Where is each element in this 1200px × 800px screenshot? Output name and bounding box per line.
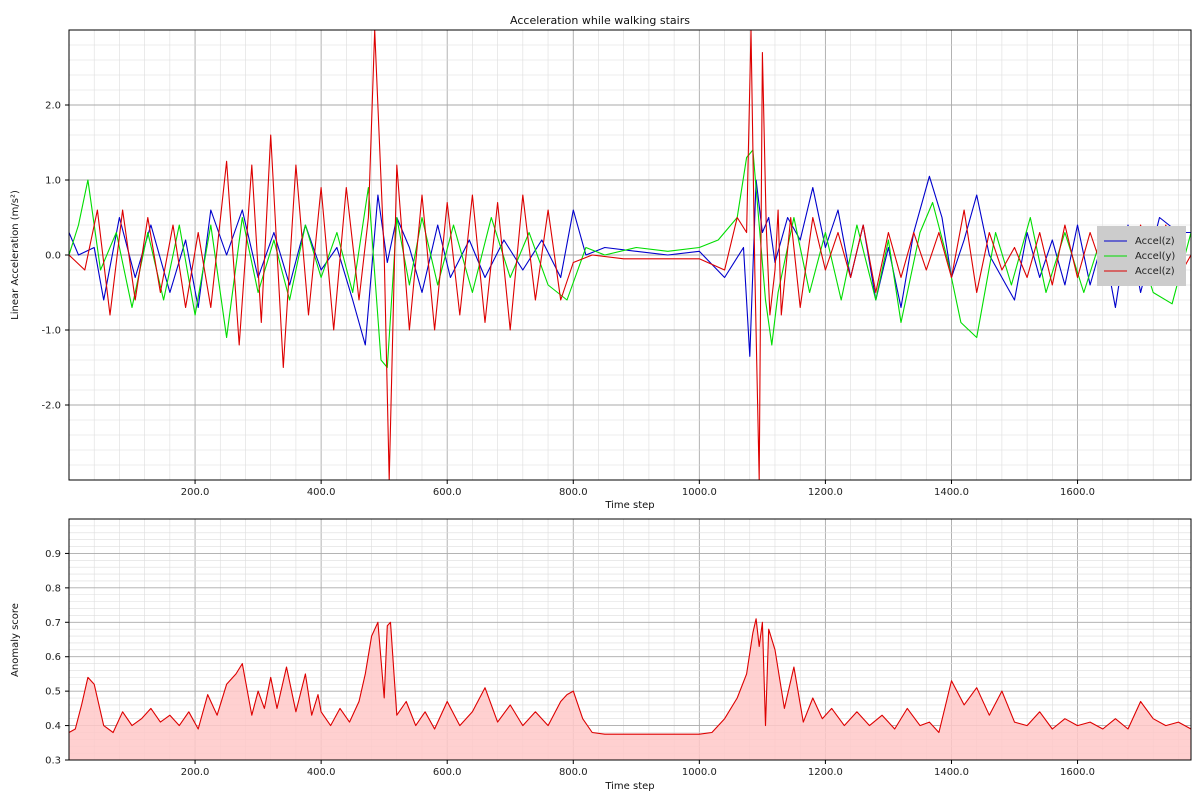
bottom-chart-series — [69, 618, 1191, 760]
legend-label-1: Accel(z) — [1135, 236, 1175, 247]
bottom-chart-y-ticks: 0.3 0.4 0.5 0.6 0.7 0.8 0.9 — [45, 549, 69, 767]
bottom-x-tick-label: 1400.0 — [934, 767, 969, 778]
top-chart: 200.0 400.0 600.0 800.0 1000.0 1200.0 1400.0 16… — [10, 14, 1192, 511]
bottom-y-tick-label: 0.3 — [45, 756, 61, 767]
top-chart-title: Acceleration while walking stairs — [510, 14, 690, 27]
legend: Accel(z) Accel(y) Accel(z) — [1097, 226, 1186, 286]
top-x-tick-label: 1000.0 — [682, 487, 717, 498]
bottom-x-tick-label: 1200.0 — [808, 767, 843, 778]
top-x-tick-label: 1400.0 — [934, 487, 969, 498]
bottom-x-tick-label: 600.0 — [433, 767, 462, 778]
top-x-tick-label: 200.0 — [181, 487, 210, 498]
top-chart-y-ticks: 2.0 1.0 0.0 -1.0 -2.0 — [41, 101, 69, 412]
bottom-chart-x-ticks: 200.0 400.0 600.0 800.0 1000.0 1200.0 1400.0 16… — [181, 760, 1095, 778]
top-y-tick-label: 1.0 — [45, 176, 61, 187]
legend-label-3: Accel(z) — [1135, 266, 1175, 277]
bottom-y-tick-label: 0.4 — [45, 721, 61, 732]
anomaly-score-line — [69, 618, 1191, 735]
anomaly-score-fill — [69, 618, 1191, 760]
bottom-chart-x-label: Time step — [604, 781, 654, 792]
bottom-x-tick-label: 1000.0 — [682, 767, 717, 778]
bottom-y-tick-label: 0.8 — [45, 583, 61, 594]
bottom-x-tick-label: 400.0 — [307, 767, 336, 778]
bottom-y-tick-label: 0.6 — [45, 652, 61, 663]
series-line-3 — [69, 30, 1191, 480]
top-y-tick-label: -1.0 — [41, 326, 61, 337]
bottom-x-tick-label: 200.0 — [181, 767, 210, 778]
legend-label-2: Accel(y) — [1135, 251, 1175, 262]
top-chart-x-label: Time step — [604, 500, 654, 511]
bottom-x-tick-label: 800.0 — [559, 767, 588, 778]
bottom-x-tick-label: 1600.0 — [1060, 767, 1095, 778]
series-line-2 — [69, 149, 1191, 369]
top-x-tick-label: 600.0 — [433, 487, 462, 498]
top-chart-x-ticks: 200.0 400.0 600.0 800.0 1000.0 1200.0 1400.0 16… — [181, 480, 1095, 498]
bottom-y-tick-label: 0.5 — [45, 687, 61, 698]
top-x-tick-label: 800.0 — [559, 487, 588, 498]
top-y-tick-label: -2.0 — [41, 401, 61, 412]
bottom-y-tick-label: 0.9 — [45, 549, 61, 560]
bottom-chart-frame — [68, 518, 1192, 761]
top-x-tick-label: 400.0 — [307, 487, 336, 498]
top-x-tick-label: 1600.0 — [1060, 487, 1095, 498]
top-chart-series — [69, 30, 1191, 480]
top-y-tick-label: 0.0 — [45, 251, 61, 262]
bottom-chart-y-label: Anomaly score — [10, 603, 21, 677]
top-x-tick-label: 1200.0 — [808, 487, 843, 498]
bottom-chart: 200.0 400.0 600.0 800.0 1000.0 1200.0 1400.0 16… — [10, 518, 1192, 792]
bottom-y-tick-label: 0.7 — [45, 618, 61, 629]
top-y-tick-label: 2.0 — [45, 101, 61, 112]
top-chart-y-label: Linear Acceleration (m/s²) — [10, 190, 21, 320]
